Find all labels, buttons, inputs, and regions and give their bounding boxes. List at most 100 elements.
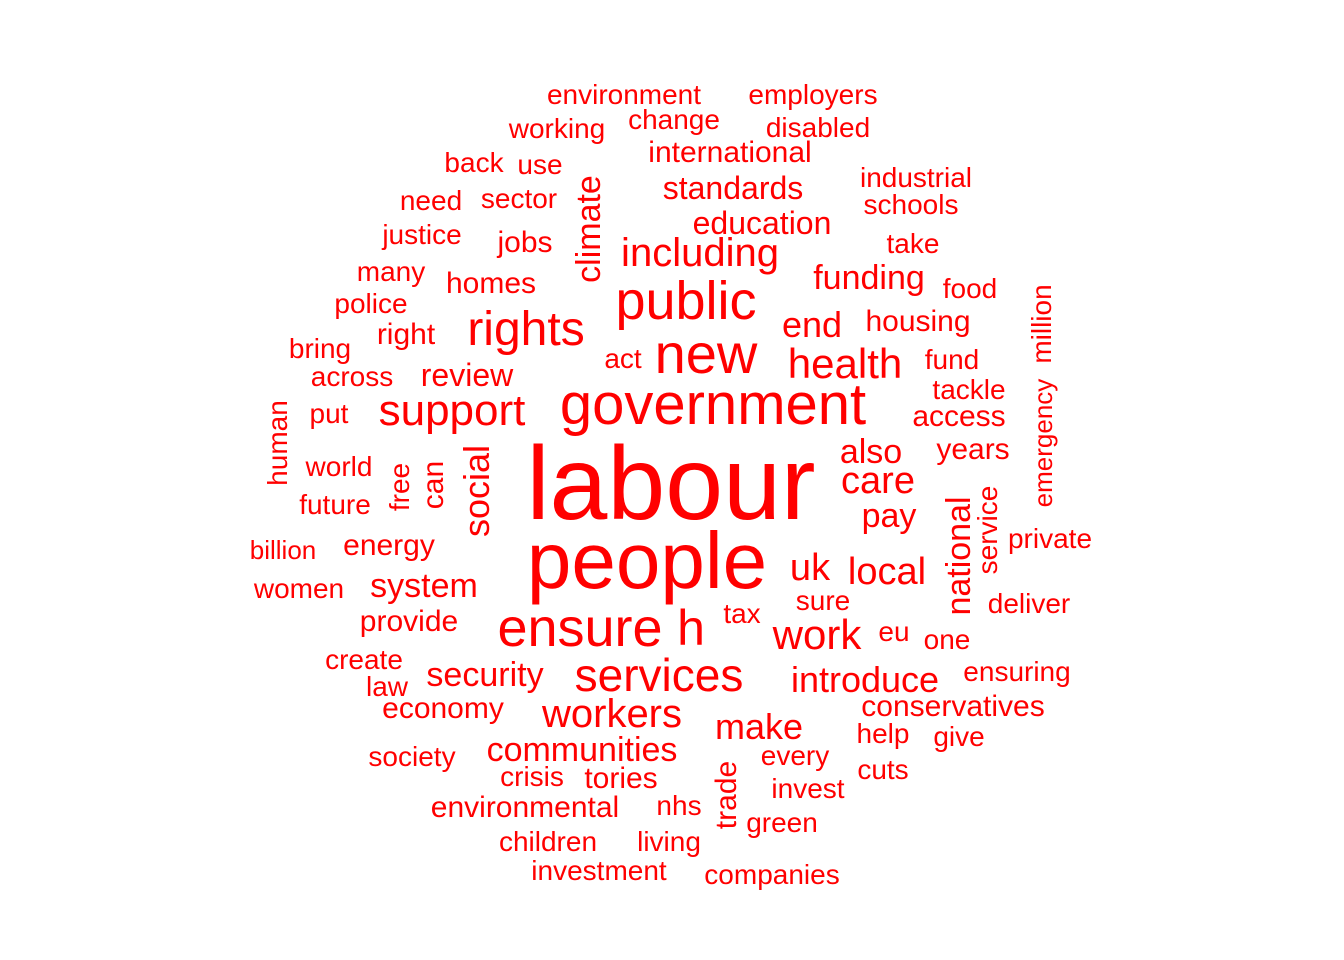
word-education: education: [692, 205, 832, 241]
word-economy: economy: [382, 692, 504, 725]
word-industrial: industrial: [859, 162, 973, 193]
word-create: create: [325, 644, 403, 675]
word-ensuring: ensuring: [963, 656, 1071, 687]
word-housing: housing: [865, 305, 971, 338]
word-people: people: [526, 516, 768, 605]
word-can: can: [417, 460, 450, 510]
word-world: world: [305, 451, 373, 482]
word-national: national: [940, 496, 978, 616]
word-billion: billion: [249, 535, 317, 565]
word-green: green: [746, 807, 818, 838]
word-also: also: [839, 433, 903, 471]
word-including: including: [621, 231, 779, 275]
word-security: security: [426, 656, 544, 694]
word-emergency: emergency: [1028, 378, 1058, 508]
word-health: health: [787, 340, 903, 387]
word-ensure: ensure: [497, 598, 663, 658]
word-cuts: cuts: [857, 754, 909, 785]
word-uk: uk: [789, 547, 831, 589]
word-police: police: [334, 288, 408, 319]
word-local: local: [847, 551, 927, 593]
word-trade: trade: [710, 760, 743, 830]
word-back: back: [444, 147, 504, 178]
word-environment: environment: [546, 79, 702, 110]
word-many: many: [356, 256, 426, 287]
word-free: free: [384, 462, 415, 512]
word-deliver: deliver: [987, 588, 1071, 619]
word-give: give: [933, 721, 985, 752]
word-work: work: [772, 611, 862, 658]
word-employers: employers: [748, 79, 878, 110]
word-funding: funding: [813, 259, 925, 297]
word-communities: communities: [486, 731, 678, 769]
word-access: access: [912, 400, 1006, 433]
word-act: act: [604, 343, 642, 374]
word-crisis: crisis: [500, 761, 564, 792]
word-standards: standards: [662, 170, 804, 206]
word-disabled: disabled: [765, 112, 871, 143]
word-h: h: [677, 600, 705, 656]
word-introduce: introduce: [790, 659, 940, 700]
word-service: service: [972, 485, 1003, 575]
word-private: private: [1007, 523, 1093, 554]
word-right: right: [376, 318, 436, 351]
word-companies: companies: [704, 859, 840, 890]
word-living: living: [637, 826, 701, 857]
word-million: million: [1026, 284, 1057, 364]
word-pay: pay: [861, 497, 917, 535]
word-investment: investment: [531, 855, 667, 886]
word-homes: homes: [445, 267, 537, 300]
word-schools: schools: [863, 189, 959, 220]
word-put: put: [309, 398, 349, 429]
word-take: take: [886, 228, 940, 259]
word-workers: workers: [541, 692, 683, 736]
word-change: change: [628, 104, 720, 135]
word-society: society: [368, 741, 456, 772]
word-climate: climate: [570, 175, 608, 283]
word-nhs: nhs: [656, 790, 702, 821]
word-support: support: [378, 386, 526, 435]
word-tackle: tackle: [932, 374, 1006, 405]
word-new: new: [654, 322, 758, 385]
word-bring: bring: [288, 333, 352, 364]
word-sector: sector: [480, 183, 558, 214]
word-women: women: [253, 573, 345, 604]
word-energy: energy: [343, 529, 435, 562]
word-every: every: [760, 740, 830, 771]
word-conservatives: conservatives: [861, 690, 1045, 723]
word-environmental: environmental: [430, 791, 620, 824]
word-eu: eu: [878, 616, 910, 647]
word-help: help: [856, 718, 910, 749]
word-government: government: [559, 372, 867, 437]
word-end: end: [781, 304, 843, 345]
word-food: food: [942, 273, 998, 304]
word-jobs: jobs: [497, 226, 553, 259]
word-review: review: [420, 357, 514, 393]
word-human: human: [262, 400, 293, 486]
word-services: services: [574, 649, 744, 701]
word-provide: provide: [359, 605, 459, 638]
word-use: use: [517, 149, 563, 180]
word-working: working: [508, 113, 606, 144]
word-future: future: [299, 489, 371, 520]
word-make: make: [714, 706, 804, 747]
word-law: law: [365, 671, 409, 702]
word-sure: sure: [795, 585, 851, 616]
word-care: care: [841, 460, 915, 502]
word-tax: tax: [723, 598, 761, 629]
word-one: one: [923, 624, 971, 655]
word-need: need: [399, 185, 463, 216]
word-rights: rights: [467, 303, 585, 356]
word-fund: fund: [924, 344, 980, 375]
word-invest: invest: [771, 773, 845, 804]
word-justice: justice: [382, 219, 462, 250]
word-public: public: [615, 271, 757, 331]
word-tories: tories: [584, 762, 658, 795]
word-international: international: [648, 136, 812, 169]
word-years: years: [936, 433, 1010, 466]
word-labour: labour: [526, 426, 816, 542]
word-children: children: [498, 826, 598, 857]
word-system: system: [370, 567, 478, 605]
word-social: social: [456, 444, 497, 538]
